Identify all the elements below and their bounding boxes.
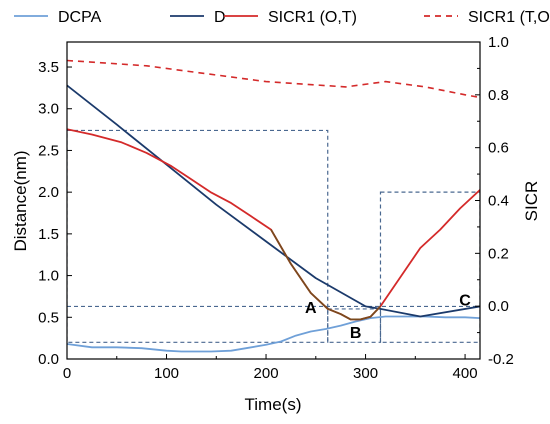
series-line-dcpa: [67, 315, 480, 353]
legend-label: DCPA: [58, 9, 102, 26]
y-left-tick-label: 3.0: [38, 101, 59, 118]
y-right-tick-label: 0.0: [488, 298, 509, 315]
plot-area: A B C: [67, 59, 480, 353]
x-tick-label: 200: [254, 365, 279, 382]
plot-clip-group: [67, 59, 480, 353]
zoom-box-1: [67, 129, 329, 343]
legend-label: SICR1 (O,T): [268, 9, 357, 26]
legend: DCPA D SICR1 (O,T) SICR1 (T,O): [14, 9, 550, 26]
y-left-tick-label: 0.0: [38, 351, 59, 368]
axes: 0 100 200 300 400 0.0 0.5 1.0 1.5 2.0 2.5 3.0 3.5 -0.…: [38, 34, 514, 382]
x-tick-label: 100: [154, 365, 179, 382]
y-left-tick-label: 3.5: [38, 59, 59, 76]
y-axis-left-label: Distance(nm): [11, 150, 30, 251]
y-right-tick-label: 0.8: [488, 87, 509, 104]
y-right-tick-label: 0.6: [488, 140, 509, 157]
annotation-a: A: [305, 300, 317, 317]
x-tick-label: 0: [63, 365, 71, 382]
annotation-c: C: [459, 293, 471, 310]
series-line-d: [67, 84, 480, 318]
legend-label: D: [214, 9, 226, 26]
y-left-tick-label: 2.5: [38, 142, 59, 159]
y-left-tick-label: 0.5: [38, 309, 59, 326]
series-line-sicr1-t-o: [67, 59, 480, 99]
y-right-tick-label: 1.0: [488, 34, 509, 51]
series-overlap-segment: [270, 229, 382, 321]
x-axis-label: Time(s): [245, 395, 302, 414]
y-right-tick-label: -0.2: [488, 351, 514, 368]
y-axis-right-label: SICR: [522, 181, 541, 222]
y-left-tick-label: 1.0: [38, 268, 59, 285]
y-left-tick-label: 1.5: [38, 226, 59, 243]
plot-frame: [66, 41, 481, 360]
series-line-sicr1-o-t: [67, 128, 480, 321]
y-right-tick-label: 0.4: [488, 193, 509, 210]
x-tick-label: 300: [353, 365, 378, 382]
legend-label: SICR1 (T,O): [468, 9, 550, 26]
y-right-tick-label: 0.2: [488, 245, 509, 262]
zoom-box-2: [327, 308, 382, 343]
annotation-b: B: [350, 325, 362, 342]
y-left-tick-label: 2.0: [38, 184, 59, 201]
zoom-box-3: [379, 191, 480, 343]
x-tick-label: 400: [453, 365, 478, 382]
